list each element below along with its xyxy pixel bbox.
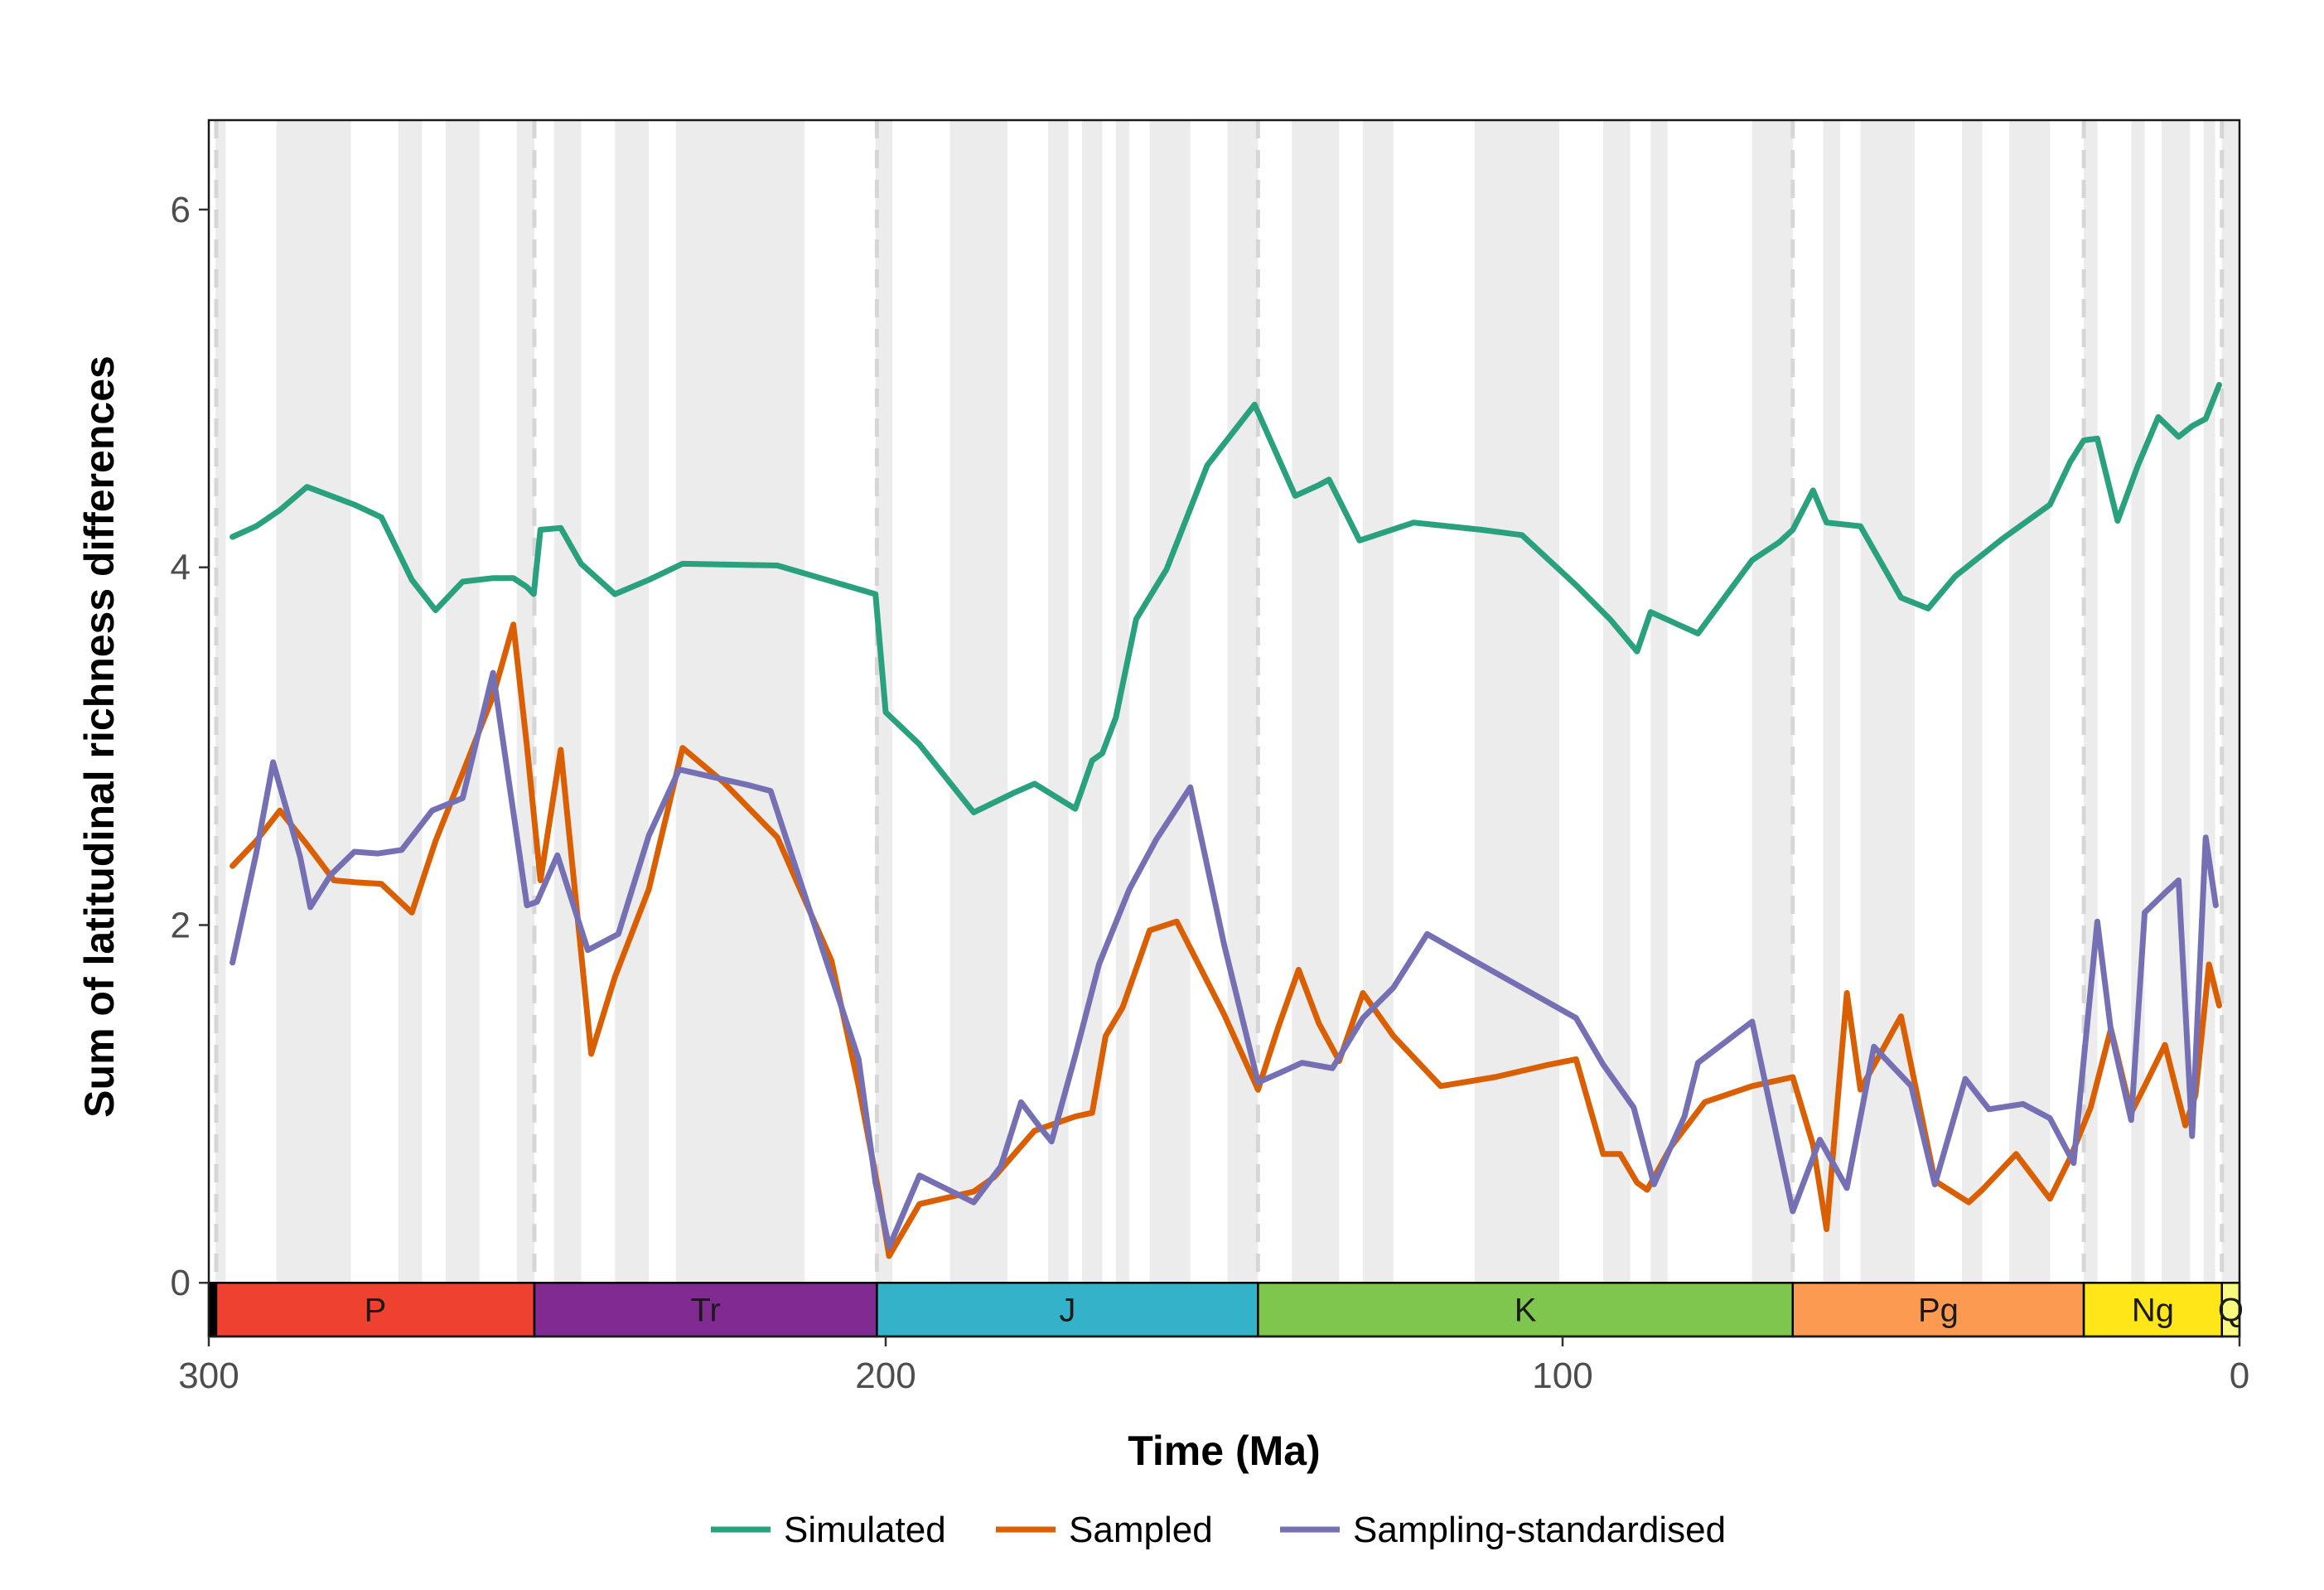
stage-band [553,120,582,1336]
period-boundary-lines [214,120,2225,1336]
period-box [2082,1281,2224,1338]
stage-band [1823,120,1840,1336]
y-axis-title: Sum of latitudinal richness differences [76,355,123,1118]
x-tick-label: 100 [1532,1356,1592,1396]
x-tick-label: 200 [855,1356,916,1396]
stage-band [2162,120,2191,1336]
stage-band [1860,120,1915,1336]
legend: Simulated Sampled Sampling-standardised [711,1510,1726,1550]
stage-band [615,120,650,1336]
x-axis: 300 200 100 0 [178,1336,2249,1396]
series-line-simulated [230,382,2222,815]
stage-band [2009,120,2051,1336]
period-label: P [365,1293,387,1329]
legend-label: Simulated [784,1510,946,1550]
period-label: K [1515,1293,1537,1329]
stage-band [1149,120,1191,1336]
stage-band [1362,120,1394,1336]
stage-band [1650,120,1668,1336]
legend-label: Sampling-standardised [1353,1510,1726,1550]
x-axis-title: Time (Ma) [1128,1428,1320,1474]
series-line-sampling-standardised [230,669,2219,1250]
background-bands [215,120,2239,1336]
period-label: Pg [1918,1293,1959,1329]
series-lines [230,382,2222,1259]
x-tick-label: 0 [2230,1356,2249,1396]
period-label: J [1059,1293,1075,1329]
stage-band [2221,120,2239,1336]
stage-band [1227,120,1259,1336]
stage-band [1292,120,1340,1336]
stage-band [875,120,893,1336]
series-line-sampled [230,621,2222,1259]
y-tick-label: 2 [171,905,191,945]
stage-band [1962,120,1983,1336]
period-timescale-bar: P Tr J K Pg Ng Q [207,1281,2244,1338]
y-axis: 0 2 4 6 [171,190,209,1303]
stage-band [2203,120,2215,1336]
stage-band [398,120,423,1336]
stage-band [949,120,1008,1336]
stage-band [445,120,480,1336]
period-box [533,1281,878,1338]
stage-band [1048,120,1069,1336]
y-tick-label: 4 [171,548,191,588]
period-box [207,1281,218,1338]
stage-band [1751,120,1793,1336]
legend-label: Sampled [1069,1510,1213,1550]
y-tick-label: 6 [171,190,191,230]
period-label: Tr [691,1293,721,1329]
x-tick-label: 300 [178,1356,239,1396]
stage-band [675,120,804,1336]
stage-band [276,120,351,1336]
period-label: Ng [2132,1293,2174,1329]
stage-band [1603,120,1631,1336]
stage-band [1474,120,1559,1336]
stage-band [1115,120,1130,1336]
period-box [1791,1281,2085,1338]
y-tick-label: 0 [171,1263,191,1303]
plot-frame [207,118,2241,1338]
stage-band [2131,120,2145,1336]
stage-band [1081,120,1103,1336]
